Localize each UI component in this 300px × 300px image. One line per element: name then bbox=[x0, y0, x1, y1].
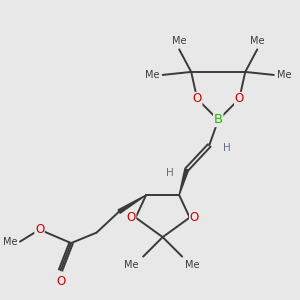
Polygon shape bbox=[179, 169, 189, 195]
Text: O: O bbox=[127, 211, 136, 224]
Text: H: H bbox=[224, 143, 231, 154]
Text: Me: Me bbox=[124, 260, 139, 270]
Text: Me: Me bbox=[277, 70, 291, 80]
Text: O: O bbox=[235, 92, 244, 105]
Text: Me: Me bbox=[185, 260, 200, 270]
Text: H: H bbox=[166, 167, 174, 178]
Text: O: O bbox=[190, 211, 199, 224]
Text: B: B bbox=[214, 113, 223, 127]
Text: Me: Me bbox=[2, 237, 17, 247]
Polygon shape bbox=[118, 195, 146, 213]
Text: O: O bbox=[35, 223, 44, 236]
Text: O: O bbox=[56, 274, 65, 288]
Text: Me: Me bbox=[172, 36, 186, 46]
Text: Me: Me bbox=[250, 36, 265, 46]
Text: Me: Me bbox=[145, 70, 160, 80]
Text: O: O bbox=[193, 92, 202, 105]
